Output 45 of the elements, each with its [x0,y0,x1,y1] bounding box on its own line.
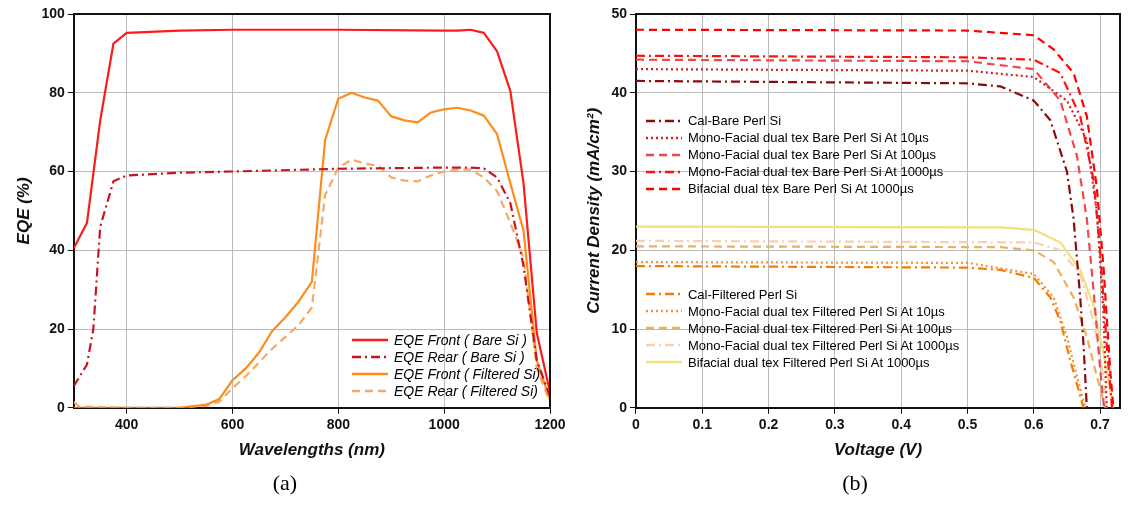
y-tick-label: 50 [611,4,628,21]
legend-label: EQE Front ( Bare Si ) [394,331,528,349]
y-tick-label: 10 [611,319,628,336]
x-tick-label: 1000 [428,416,460,433]
x-tick-label: 1200 [534,416,566,433]
x-tick-label: 0.4 [891,416,912,433]
text: (b) [841,470,869,496]
legend-label: Bifacial dual tex Filtered Perl Si At 1000µs [687,353,930,371]
legend-label: Bifacial dual tex Bare Perl Si At 1000µs [687,180,914,198]
x-tick-label: 800 [326,416,351,433]
legend-label: Mono-Facial dual tex Bare Perl Si At 1000µs [687,163,944,181]
y-tick-label: 60 [49,162,65,179]
legend-label: EQE Rear ( Filtered Si) [394,382,538,400]
y-tick-label: 40 [611,83,628,100]
x-tick-label: 0.7 [1090,416,1111,433]
legend-label: Mono-Facial dual tex Bare Perl Si At 10µs [687,129,929,147]
legend-label: Mono-Facial dual tex Filtered Perl Si At 1000µs [687,336,960,354]
y-tick-label: 30 [611,162,628,179]
legend-label: Mono-Facial dual tex Filtered Perl Si At 10µs [687,302,945,320]
x-tick-label: 0.1 [692,416,713,433]
text: (a) [271,470,299,496]
x-tick-label: 0.2 [758,416,779,433]
y-tick-label: 100 [41,4,65,21]
y-axis-title: EQE (%) [13,177,33,245]
x-tick-label: 600 [220,416,245,433]
legend-label: EQE Front ( Filtered Si) [394,365,541,383]
legend-label: Cal-Filtered Perl Si [687,285,798,303]
y-tick-label: 80 [49,83,65,100]
legend-label: Mono-Facial dual tex Bare Perl Si At 100µs [687,146,937,164]
legend-label: Mono-Facial dual tex Filtered Perl Si At 100µs [687,319,952,337]
y-tick-label: 20 [611,241,628,258]
x-tick-label: 400 [114,416,139,433]
x-tick-label: 0.6 [1024,416,1044,433]
x-axis-title: Wavelengths (nm) [238,440,386,460]
y-tick-label: 20 [49,319,65,336]
x-tick-label: 0.3 [825,416,845,433]
y-tick-label: 0 [619,398,628,415]
y-tick-label: 0 [56,398,65,415]
x-tick-label: 0.5 [957,416,978,433]
x-tick-label: 0 [632,416,641,433]
y-tick-label: 40 [49,241,65,258]
x-axis-title: Voltage (V) [833,440,923,460]
y-axis-title: Current Density (mA/cm²) [583,107,603,314]
legend-label: Cal-Bare Perl Si [687,112,782,130]
legend-label: EQE Rear ( Bare Si ) [394,348,525,366]
